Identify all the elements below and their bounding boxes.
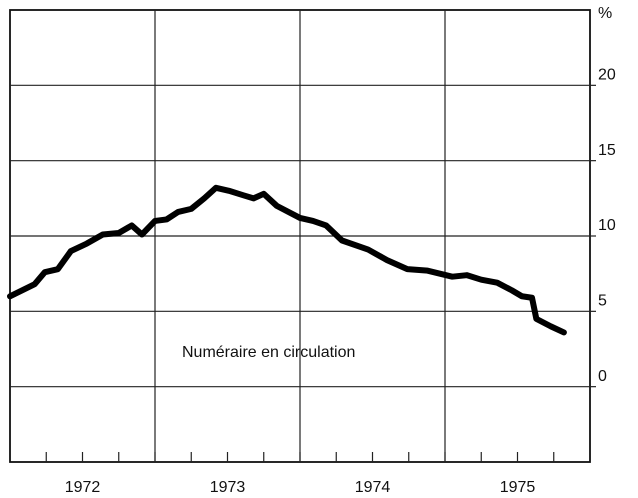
y-tick-label: 20 <box>598 67 616 84</box>
y-axis-label: % <box>598 5 612 22</box>
annotation: Numéraire en circulation <box>182 344 355 361</box>
y-tick-label: 15 <box>598 142 616 159</box>
x-tick-label: 1975 <box>500 479 536 496</box>
x-tick-label: 1973 <box>210 479 246 496</box>
x-tick-label: 1972 <box>65 479 101 496</box>
data-line <box>7 184 567 336</box>
y-tick-label: 10 <box>598 217 616 234</box>
y-tick-label: 0 <box>598 368 607 385</box>
x-tick-label: 1974 <box>355 479 391 496</box>
y-tick-label: 5 <box>598 293 607 310</box>
